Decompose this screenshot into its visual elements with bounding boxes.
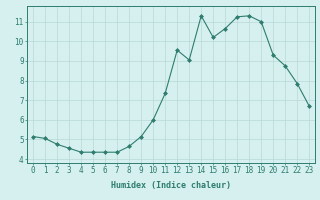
X-axis label: Humidex (Indice chaleur): Humidex (Indice chaleur) <box>111 181 231 190</box>
